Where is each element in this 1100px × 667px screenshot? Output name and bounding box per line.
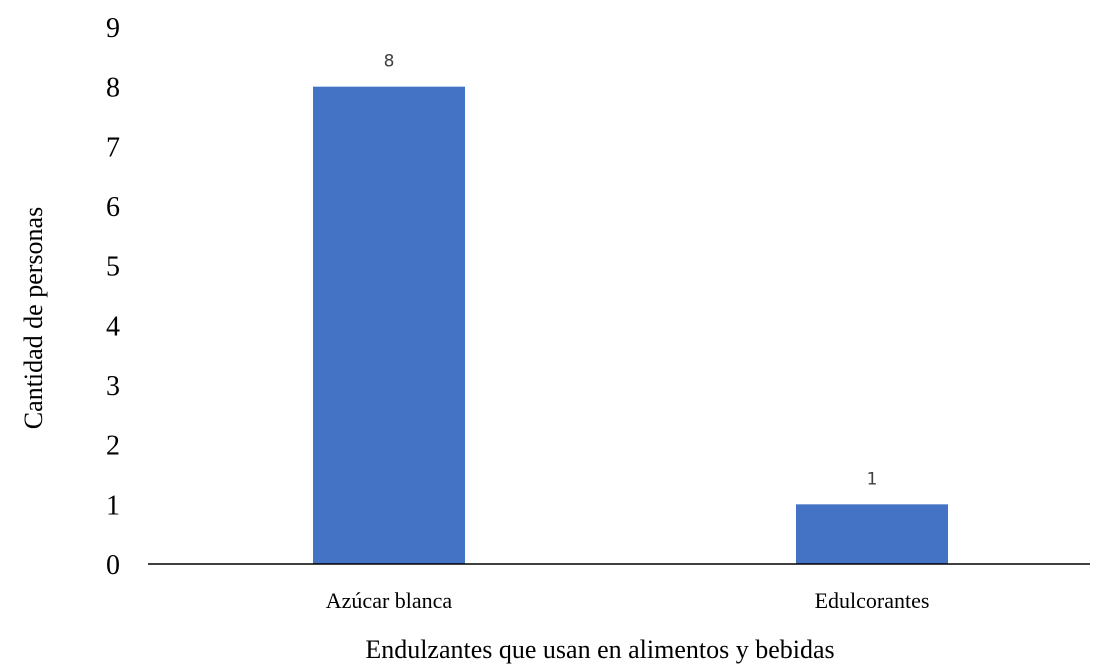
y-tick-label: 6: [106, 192, 120, 223]
bar: [313, 87, 465, 564]
category-labels: Azúcar blanca Edulcorantes: [326, 588, 930, 613]
data-label: 8: [384, 52, 395, 72]
bar: [796, 504, 948, 564]
y-tick-label: 8: [106, 73, 120, 104]
category-label: Azúcar blanca: [326, 588, 453, 613]
y-tick-label: 9: [106, 13, 120, 44]
x-axis-title: Endulzantes que usan en alimentos y bebi…: [365, 635, 834, 664]
y-axis-ticks: 0 1 2 3 4 5 6 7 8 9: [106, 13, 120, 581]
category-label: Edulcorantes: [815, 588, 930, 613]
y-tick-label: 1: [106, 490, 120, 521]
y-tick-label: 4: [106, 311, 120, 342]
bars: [313, 87, 948, 564]
y-tick-label: 3: [106, 371, 120, 402]
data-label: 1: [867, 469, 878, 489]
y-tick-label: 0: [106, 550, 120, 581]
y-tick-label: 2: [106, 431, 120, 462]
y-tick-label: 5: [106, 252, 120, 283]
y-axis-title: Cantidad de personas: [19, 207, 48, 429]
y-tick-label: 7: [106, 132, 120, 163]
